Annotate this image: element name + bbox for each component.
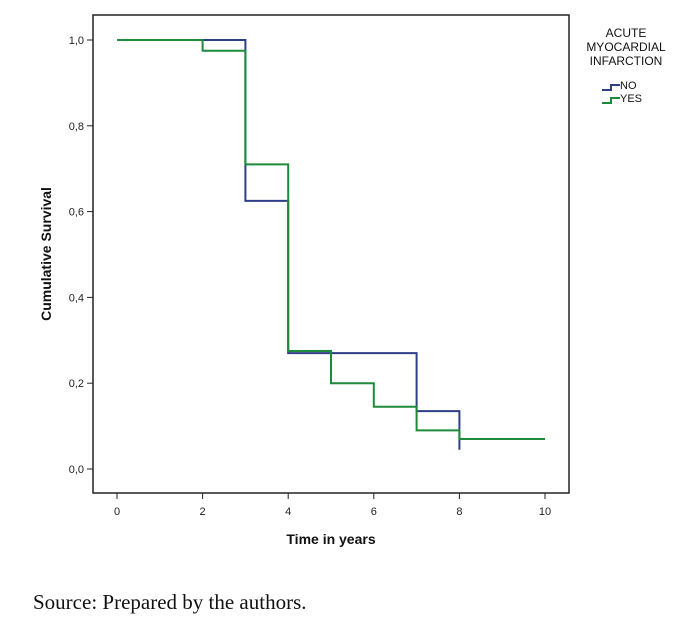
y-tick-label: 0,6 (69, 207, 84, 219)
y-tick-label: 1,0 (69, 35, 84, 47)
axes-layer: 0,0 0,2 0,4 0,6 0,8 1,0 0 2 4 6 8 10 (69, 35, 551, 518)
series-layer (117, 39, 545, 450)
x-tick-label: 10 (539, 506, 551, 518)
series-line-yes (117, 39, 545, 440)
x-tick-label: 2 (200, 506, 206, 518)
y-tick-label: 0,8 (69, 121, 84, 133)
legend: ACUTE MYOCARDIAL INFARCTION NO YES (586, 26, 666, 105)
legend-title-line-2: MYOCARDIAL (586, 40, 666, 54)
x-tick-label: 0 (114, 506, 120, 518)
source-note: Source: Prepared by the authors. (33, 590, 307, 614)
plot-frame (92, 14, 570, 494)
legend-swatch-no (602, 84, 620, 91)
legend-title-line-3: INFARCTION (590, 54, 663, 68)
y-axis-title: Cumulative Survival (38, 187, 54, 321)
y-tick-label: 0,2 (69, 378, 84, 390)
legend-label-no: NO (620, 80, 637, 92)
survival-chart: 0,00,20,40,60,81,00 2 4 6 8 10 Time in years … (38, 14, 666, 547)
y-tick-label: 0,4 (69, 292, 84, 304)
x-tick-label: 6 (371, 506, 377, 518)
y-tick-label: 0,0 (69, 464, 84, 476)
x-axis-title: Time in years (286, 531, 375, 547)
x-tick-label: 8 (456, 506, 462, 518)
x-tick-label: 4 (285, 506, 291, 518)
legend-label-yes: YES (620, 93, 642, 105)
legend-title-line-1: ACUTE (606, 26, 647, 40)
legend-swatch-yes (602, 97, 620, 104)
